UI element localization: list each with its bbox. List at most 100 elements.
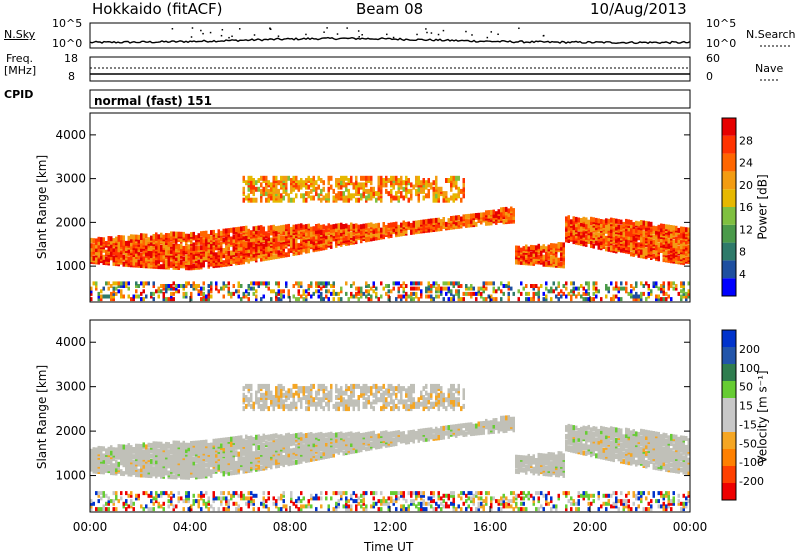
- power-echo-cell: [297, 184, 300, 190]
- power-echo-cell: [202, 241, 205, 247]
- power-echo-cell: [612, 297, 615, 302]
- velocity-echo-cell: [197, 440, 200, 446]
- power-echo-cell: [340, 231, 343, 237]
- velocity-echo-cell: [140, 460, 143, 465]
- velocity-echo-cell: [182, 449, 185, 455]
- power-echo-cell: [300, 223, 303, 229]
- power-echo-cell: [370, 186, 373, 192]
- power-echo-cell: [175, 247, 178, 253]
- power-echo-cell: [350, 193, 353, 199]
- velocity-echo-cell: [247, 504, 250, 509]
- power-echo-cell: [265, 175, 268, 181]
- power-echo-cell: [387, 191, 390, 197]
- power-echo-cell: [435, 197, 438, 203]
- velocity-echo-cell: [130, 448, 133, 454]
- power-echo-cell: [262, 294, 265, 299]
- noise-point: [238, 28, 241, 30]
- power-echo-cell: [267, 193, 270, 199]
- velocity-echo-cell: [192, 456, 195, 462]
- power-echo-cell: [135, 234, 138, 240]
- velocity-echo-cell: [182, 507, 185, 512]
- velocity-echo-cell: [145, 449, 148, 455]
- power-echo-cell: [152, 297, 155, 302]
- power-echo-cell: [292, 284, 295, 288]
- velocity-echo-cell: [265, 399, 268, 405]
- power-echo-cell: [322, 180, 325, 186]
- velocity-echo-cell: [247, 491, 250, 496]
- power-echo-cell: [315, 186, 318, 192]
- power-echo-cell: [370, 180, 373, 186]
- power-echo-cell: [470, 294, 473, 299]
- velocity-echo-cell: [185, 493, 188, 498]
- power-echo-cell: [210, 294, 213, 299]
- power-echo-cell: [400, 294, 403, 299]
- power-echo-cell: [510, 213, 513, 219]
- power-echo-cell: [115, 250, 118, 256]
- velocity-echo-cell: [215, 452, 218, 458]
- power-echo-cell: [107, 286, 110, 291]
- power-echo-cell: [332, 297, 335, 302]
- power-echo-cell: [185, 233, 188, 239]
- power-echo-cell: [170, 231, 173, 237]
- power-echo-cell: [267, 225, 270, 231]
- power-echo-cell: [457, 297, 460, 302]
- power-echo-cell: [500, 210, 503, 216]
- velocity-echo-cell: [90, 499, 93, 504]
- power-echo-cell: [300, 247, 303, 253]
- noise-point: [277, 35, 280, 37]
- power-echo-cell: [542, 259, 545, 265]
- power-echo-cell: [142, 281, 145, 286]
- velocity-echo-cell: [185, 464, 188, 469]
- power-echo-cell: [650, 221, 653, 227]
- power-echo-cell: [275, 291, 278, 296]
- power-echo-cell: [615, 246, 618, 252]
- velocity-echo-cell: [172, 504, 175, 509]
- velocity-echo-cell: [152, 451, 155, 457]
- power-echo-cell: [567, 291, 570, 296]
- power-echo-cell: [207, 294, 210, 299]
- power-echo-cell: [230, 250, 233, 256]
- power-echo-cell: [677, 248, 680, 254]
- power-echo-cell: [222, 248, 225, 253]
- power-echo-cell: [632, 297, 635, 302]
- velocity-echo-cell: [190, 441, 193, 446]
- velocity-echo-cell: [250, 435, 253, 441]
- power-echo-cell: [357, 188, 360, 194]
- power-echo-cell: [107, 294, 110, 299]
- power-echo-cell: [470, 286, 473, 291]
- power-echo-cell: [155, 244, 158, 250]
- velocity-echo-cell: [170, 496, 173, 501]
- power-echo-cell: [545, 294, 548, 299]
- velocity-echo-cell: [220, 491, 223, 496]
- velocity-echo-cell: [260, 392, 263, 398]
- power-echo-cell: [142, 249, 145, 255]
- power-echo-cell: [165, 245, 168, 251]
- power-echo-cell: [335, 223, 338, 229]
- power-echo-cell: [635, 297, 638, 302]
- power-echo-cell: [207, 289, 210, 294]
- power-echo-cell: [277, 284, 280, 288]
- power-echo-cell: [285, 175, 288, 181]
- power-echo-cell: [687, 294, 690, 299]
- velocity-echo-cell: [132, 447, 135, 452]
- power-echo-cell: [410, 281, 413, 286]
- velocity-echo-cell: [242, 456, 245, 462]
- power-echo-cell: [377, 297, 380, 302]
- power-echo-cell: [465, 286, 468, 291]
- power-echo-cell: [122, 261, 125, 267]
- power-echo-cell: [385, 188, 388, 194]
- power-echo-cell: [310, 230, 313, 236]
- power-echo-cell: [557, 284, 560, 288]
- power-echo-cell: [260, 197, 263, 203]
- power-echo-cell: [305, 197, 308, 203]
- power-echo-cell: [525, 244, 528, 250]
- power-echo-cell: [360, 294, 363, 299]
- power-echo-cell: [335, 193, 338, 199]
- power-echo-cell: [682, 281, 685, 286]
- velocity-echo-cell: [267, 441, 270, 447]
- power-echo-cell: [165, 233, 168, 238]
- power-echo-cell: [367, 284, 370, 288]
- power-echo-cell: [580, 239, 583, 244]
- power-echo-cell: [170, 294, 173, 299]
- power-echo-cell: [397, 294, 400, 299]
